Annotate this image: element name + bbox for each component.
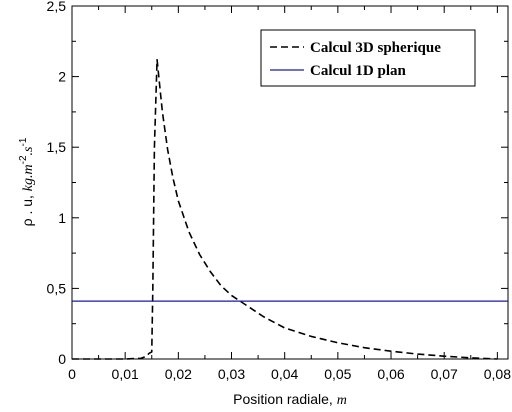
x-tick-label: 0,03 bbox=[218, 366, 245, 382]
x-tick-label: 0 bbox=[68, 366, 76, 382]
axis-ticks bbox=[71, 5, 508, 360]
y-tick-label: 1 bbox=[58, 210, 66, 226]
x-tick-label: 0,04 bbox=[271, 366, 298, 382]
x-axis-label: Position radiale, m bbox=[233, 391, 347, 408]
x-tick-label: 0,02 bbox=[165, 366, 192, 382]
y-tick-label: 2,5 bbox=[47, 0, 67, 14]
legend-label: Calcul 1D plan bbox=[310, 63, 407, 79]
x-tick-label: 0,06 bbox=[377, 366, 404, 382]
series-layer bbox=[72, 58, 508, 360]
y-tick-label: 1,5 bbox=[47, 139, 67, 155]
legend-box bbox=[260, 29, 476, 87]
y-tick-label: 0 bbox=[58, 351, 66, 367]
legend: Calcul 3D spherique Calcul 1D plan bbox=[260, 29, 476, 87]
legend-label: Calcul 3D spherique bbox=[310, 40, 441, 56]
y-axis-label: ρ . u, kg.m-2.s-1 bbox=[18, 137, 36, 226]
x-tick-label: 0,08 bbox=[484, 366, 511, 382]
x-tick-label: 0,05 bbox=[324, 366, 351, 382]
y-tick-label: 2 bbox=[58, 69, 66, 85]
x-tick-label: 0,01 bbox=[112, 366, 139, 382]
series-line-0 bbox=[72, 58, 498, 360]
tick-labels: 0 0,01 0,02 0,03 0,04 0,05 0,06 0,07 0,08 0 0,5 1 1,… bbox=[47, 0, 512, 382]
x-tick-label: 0,07 bbox=[431, 366, 458, 382]
y-tick-label: 0,5 bbox=[47, 280, 67, 296]
